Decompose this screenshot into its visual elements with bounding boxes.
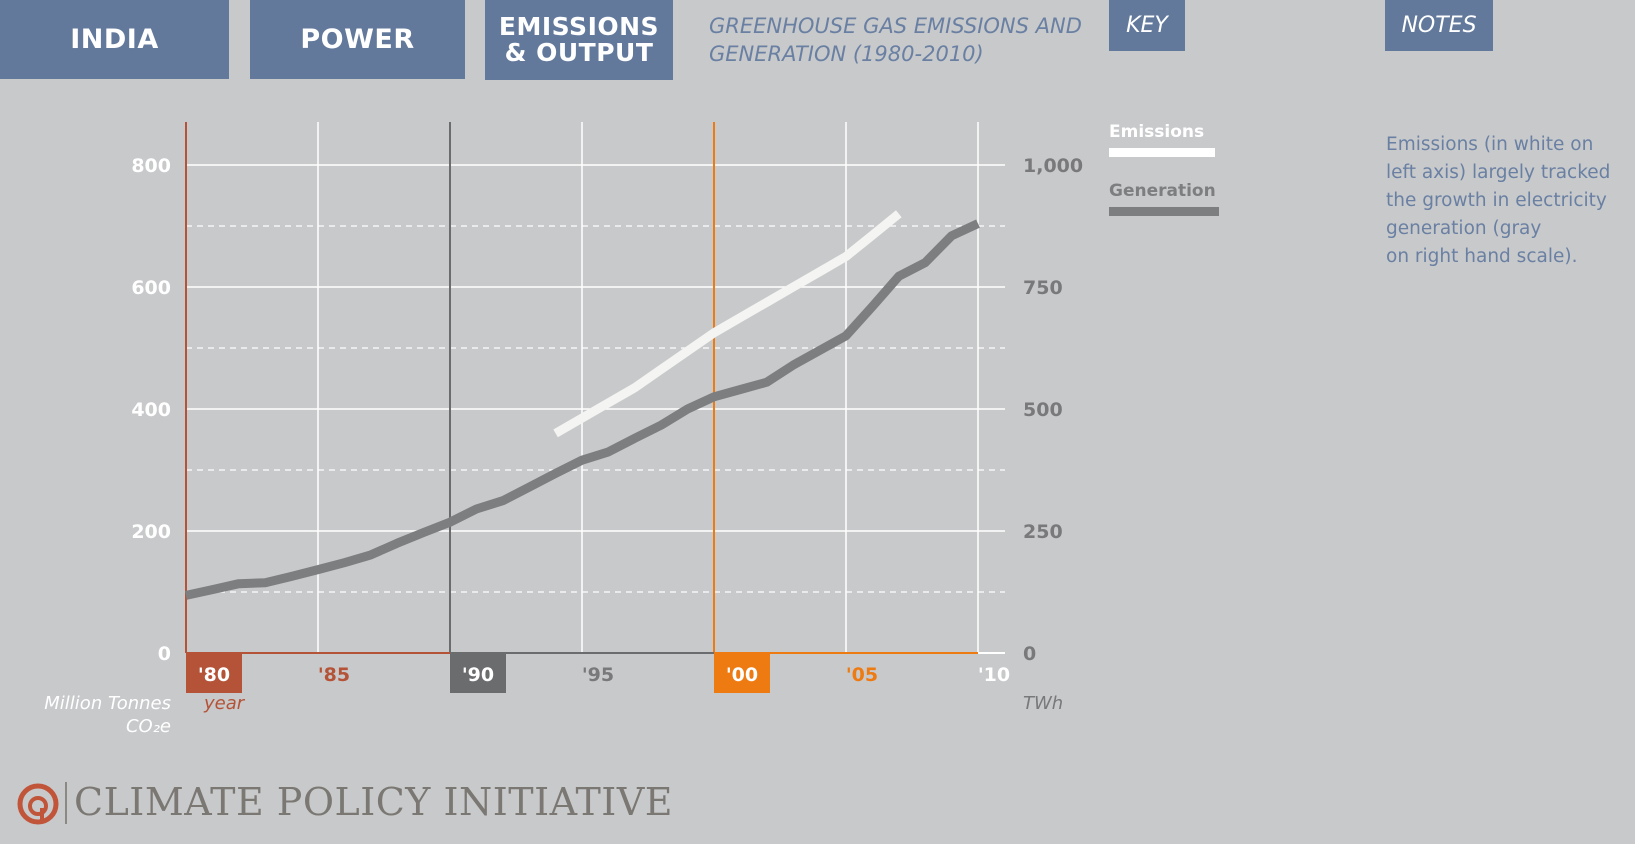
y-tick-left: 800	[131, 155, 171, 177]
notes-text: Emissions (in white on left axis) largel…	[1386, 134, 1611, 267]
cpi-logo-icon	[17, 783, 59, 825]
tab-india[interactable]: INDIA	[0, 0, 229, 79]
year-highlight-box	[450, 653, 506, 693]
y-tick-left: 600	[131, 277, 171, 299]
x-tick: '10	[978, 664, 1010, 686]
logo-divider	[65, 782, 67, 824]
notes-button[interactable]: NOTES	[1385, 0, 1493, 51]
brand-name: CLIMATE POLICY INITIATIVE	[74, 780, 673, 824]
key-button[interactable]: KEY	[1109, 0, 1185, 51]
chart-title: GREENHOUSE GAS EMISSIONS AND GENERATION …	[709, 14, 1082, 66]
x-tick: '85	[318, 664, 350, 686]
y-tick-left: 0	[158, 643, 171, 665]
y-tick-right: 750	[1023, 277, 1063, 299]
y-tick-right: 0	[1023, 643, 1036, 665]
series-line-emissions	[553, 210, 902, 438]
x-tick: '00	[726, 664, 758, 686]
x-tick: '80	[198, 664, 230, 686]
year-highlight-box	[186, 653, 242, 693]
y-tick-left: 200	[131, 521, 171, 543]
series-line-generation	[185, 219, 980, 600]
y-tick-left: 400	[131, 399, 171, 421]
y-axis-left-label: Million Tonnes CO₂e	[44, 693, 171, 737]
x-tick: '90	[462, 664, 494, 686]
y-axis-right-label: TWh	[1023, 693, 1063, 714]
y-tick-right: 250	[1023, 521, 1063, 543]
tab-power[interactable]: POWER	[250, 0, 465, 79]
legend-generation-label: Generation	[1109, 181, 1216, 201]
x-tick: '05	[846, 664, 878, 686]
y-tick-right: 1,000	[1023, 155, 1083, 177]
legend-emissions-label: Emissions	[1109, 122, 1205, 142]
x-axis-label: year	[203, 693, 246, 714]
x-tick: '95	[582, 664, 614, 686]
legend-generation-swatch	[1109, 207, 1219, 216]
year-highlight-box	[714, 653, 770, 693]
legend-emissions-swatch	[1109, 148, 1215, 157]
y-tick-right: 500	[1023, 399, 1063, 421]
tab-emissions-output[interactable]: EMISSIONS & OUTPUT	[485, 0, 673, 80]
